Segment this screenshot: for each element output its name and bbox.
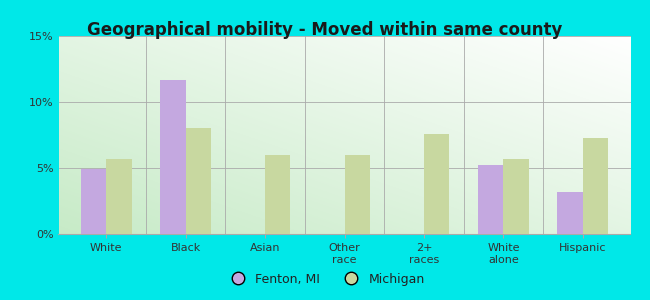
Bar (81, 169, 106, 234)
Bar (160, 80, 186, 234)
Bar (558, 192, 583, 234)
Bar (503, 159, 529, 234)
Bar (583, 138, 608, 234)
Bar (186, 128, 211, 234)
Bar (344, 155, 370, 234)
Bar (424, 134, 449, 234)
Text: Geographical mobility - Moved within same county: Geographical mobility - Moved within sam… (87, 21, 563, 39)
Bar (478, 165, 503, 234)
Bar (106, 159, 131, 234)
Bar (265, 155, 291, 234)
Legend: Fenton, MI, Michigan: Fenton, MI, Michigan (220, 268, 430, 291)
